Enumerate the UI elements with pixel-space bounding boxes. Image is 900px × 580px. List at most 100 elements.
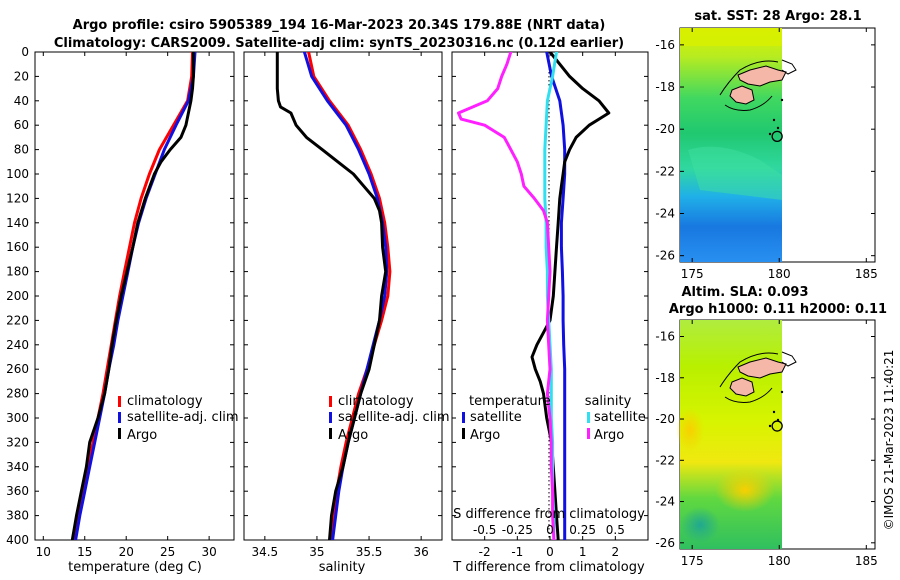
legend-sal-argo-label: Argo	[594, 428, 624, 443]
reef-outline	[724, 387, 773, 403]
y-tick-label: 40	[14, 94, 29, 108]
x-tick-label: 30	[201, 545, 216, 559]
y-tick-label: 60	[14, 118, 29, 132]
y-tick-label: 120	[6, 191, 29, 205]
salinity-xlabel: salinity	[319, 560, 366, 575]
difference-lines	[457, 52, 611, 540]
y-tick-label: 340	[6, 460, 29, 474]
sla-map-panel: Altim. SLA: 0.093 Argo h1000: 0.11 h2000…	[655, 285, 887, 568]
legend-sal-satellite-label: satellite	[594, 410, 646, 425]
map-x-tick-label: 185	[855, 267, 878, 281]
difference-legend: temperature salinity satellite Argo sate…	[462, 394, 646, 443]
temperature-axes-frame	[34, 51, 235, 541]
legend-salinity-title: salinity	[585, 394, 632, 409]
legend-temp-argo-label: Argo	[470, 428, 500, 443]
legend-climatology-label: climatology	[127, 394, 203, 409]
temperature-ticks: 10 15 20 25 30020406080100120140160180200220…	[6, 45, 234, 559]
sla-high-anomaly	[676, 408, 704, 452]
sst-island-group	[719, 59, 797, 136]
x-tick-label: 15	[77, 545, 92, 559]
salinity-legend: climatology satellite-adj. clim Argo	[329, 394, 450, 443]
x-tick-label: 1	[579, 545, 587, 559]
map-y-tick-label: -24	[655, 207, 675, 221]
s-diff-tick-label: 0	[546, 523, 554, 537]
salinity-panel: 34.5 35 35.5 36 salinity climatology satell…	[243, 51, 450, 575]
reef-outline	[781, 351, 797, 367]
y-tick-label: 260	[6, 362, 29, 376]
y-tick-label: 20	[14, 69, 29, 83]
x-tick-label: 2	[612, 545, 620, 559]
map-y-tick-label: -20	[655, 122, 675, 136]
island-shape	[737, 357, 787, 379]
y-tick-label: 380	[6, 509, 29, 523]
temperature-lines	[70, 52, 197, 540]
y-tick-label: 300	[6, 411, 29, 425]
s-diff-tick-label: 0.5	[606, 523, 625, 537]
map-y-tick-label: -18	[655, 80, 675, 94]
s-diff-tick-label: -0.25	[502, 523, 533, 537]
sst-tongue	[688, 146, 782, 200]
y-tick-label: 360	[6, 484, 29, 498]
profile-location-marker	[771, 420, 783, 432]
legend-argo-label: Argo	[127, 428, 157, 443]
legend-sal-satellite-swatch	[587, 412, 590, 423]
y-tick-label: 200	[6, 289, 29, 303]
x-tick-label: 0	[546, 545, 554, 559]
difference-xlabel: T difference from climatology	[452, 560, 645, 575]
y-tick-label: 180	[6, 265, 29, 279]
reef-outline	[724, 95, 773, 111]
x-tick-label: 20	[119, 545, 134, 559]
legend-satellite-swatch	[118, 412, 121, 423]
map-x-tick-label: 185	[855, 554, 878, 568]
series-line-climatology	[307, 52, 392, 540]
s-diff-tick-label: -0.5	[473, 523, 496, 537]
islet-dot	[780, 390, 784, 394]
x-tick-label: 25	[160, 545, 175, 559]
island-shape	[729, 85, 755, 105]
series-line-argo	[275, 52, 388, 540]
map-x-tick-label: 180	[768, 554, 791, 568]
sla-map-title: Altim. SLA: 0.093	[682, 285, 809, 300]
map-y-tick-label: -24	[655, 495, 675, 509]
x-tick-label: 36	[414, 545, 429, 559]
x-tick-label: -2	[479, 545, 491, 559]
salinity-difference-xlabel: S difference from climatology	[453, 507, 645, 522]
y-tick-label: 240	[6, 338, 29, 352]
sla-island-group	[719, 351, 797, 428]
legend-argo-swatch	[329, 428, 332, 439]
s-diff-tick-label: 0.25	[569, 523, 596, 537]
map-x-tick-label: 175	[681, 267, 704, 281]
islet-dot	[768, 424, 772, 428]
legend-climatology-label: climatology	[338, 394, 414, 409]
y-tick-label: 0	[21, 45, 29, 59]
y-tick-label: 320	[6, 435, 29, 449]
island-shape	[737, 65, 787, 87]
imos-watermark: ©IMOS 21-Mar-2023 11:40:21	[882, 350, 896, 531]
sst-warm-band	[680, 28, 782, 46]
series-line-argo	[70, 52, 195, 540]
legend-satellite-label: satellite-adj. clim	[127, 410, 239, 425]
series-line-temperature-satellite	[545, 52, 567, 540]
temperature-legend: climatology satellite-adj. clim Argo	[118, 394, 239, 443]
reef-outline	[781, 59, 797, 75]
sst-map-panel: sat. SST: 28 Argo: 28.1 175 180 185 -16 -18 -…	[655, 9, 877, 281]
legend-argo-label: Argo	[338, 428, 368, 443]
legend-temp-argo-swatch	[462, 428, 465, 439]
x-tick-label: 10	[36, 545, 51, 559]
salinity-lines	[275, 52, 392, 540]
series-line-climatology	[71, 52, 194, 540]
series-line-temperature-argo	[530, 52, 611, 540]
sla-map-subtitle: Argo h1000: 0.11 h2000: 0.11	[669, 302, 887, 317]
y-tick-label: 220	[6, 313, 29, 327]
y-tick-label: 80	[14, 143, 29, 157]
legend-sal-argo-swatch	[587, 428, 590, 439]
map-y-tick-label: -18	[655, 371, 675, 385]
reef-outline	[719, 60, 779, 96]
series-line-satellite-adj-clim	[74, 52, 197, 540]
profile-location-marker	[771, 130, 783, 143]
map-x-tick-label: 180	[768, 267, 791, 281]
x-tick-label: -1	[511, 545, 523, 559]
figure-title-line2: Climatology: CARS2009. Satellite-adj cli…	[54, 36, 624, 51]
map-y-tick-label: -20	[655, 412, 675, 426]
